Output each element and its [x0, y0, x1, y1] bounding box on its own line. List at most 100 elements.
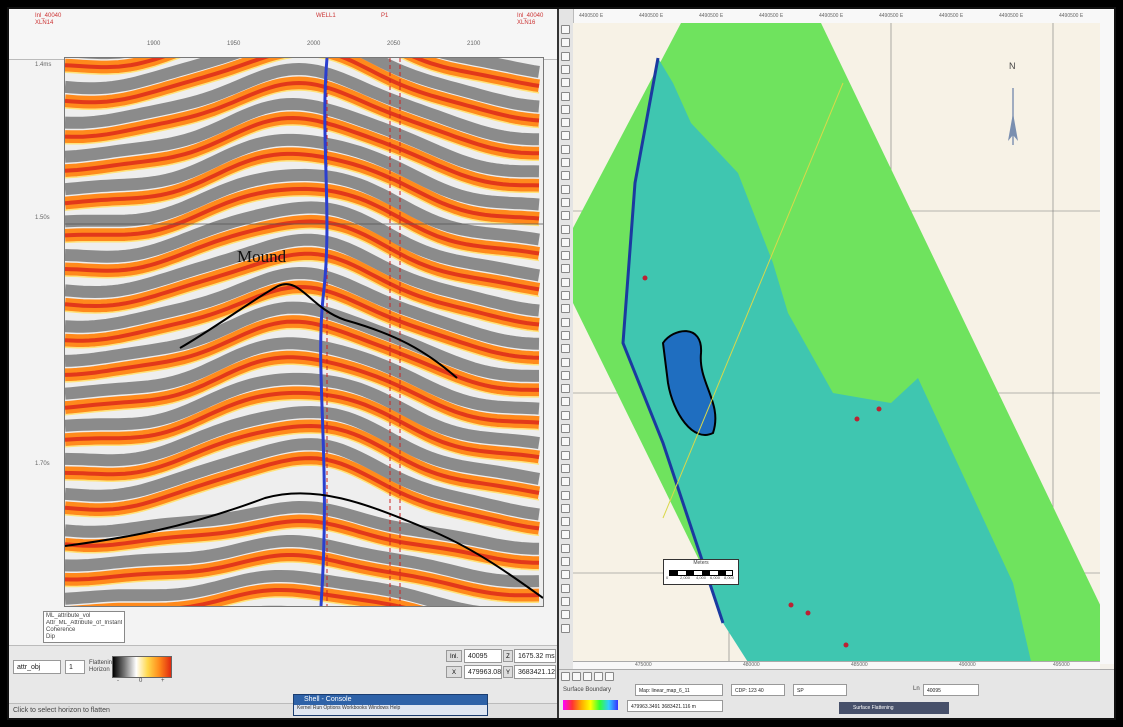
x-tick: 485000 [851, 662, 868, 668]
well-marker[interactable] [854, 416, 860, 422]
reflector-edge [65, 160, 540, 227]
attribute-name-field[interactable]: attr_obj [13, 660, 61, 674]
well-a-label[interactable]: WELL1 [316, 13, 336, 19]
color-icon[interactable] [561, 224, 570, 234]
y-tick: 1.70s [35, 461, 50, 467]
tag-icon[interactable] [561, 623, 570, 633]
line-icon[interactable] [561, 158, 570, 167]
select-icon[interactable] [561, 672, 570, 681]
map-canvas[interactable]: N Meters 0 2,000 4,000 6,000 8,000 [573, 23, 1100, 664]
map-x-tick: 4490500 E [639, 13, 664, 19]
scalebar-tick: 8,000 [724, 575, 735, 580]
undo-icon[interactable] [561, 357, 570, 367]
map-x-tick: 4490500 E [1059, 13, 1084, 19]
scalebar-tick: 6,000 [710, 575, 721, 580]
reflector-core [65, 355, 540, 425]
scalebar-tick: 4,000 [696, 575, 707, 580]
reflector-core [65, 219, 540, 292]
measure-icon[interactable] [561, 330, 570, 340]
reflector-core [65, 186, 540, 256]
console-popup[interactable]: Shell - Console Kernel Run Options Workb… [293, 694, 488, 716]
map-x-tick: 4490500 E [579, 13, 604, 19]
draw-icon[interactable] [561, 344, 570, 354]
surface-flattening-tab-label: Surface Flattening [853, 705, 894, 711]
reflector-edge [65, 259, 540, 333]
polygon-icon[interactable] [561, 144, 570, 154]
info-icon[interactable] [561, 410, 570, 420]
link-icon[interactable] [561, 610, 570, 620]
erase-icon[interactable] [561, 543, 570, 553]
surface-flattening-tab[interactable]: Surface Flattening [839, 702, 949, 714]
colorbar-label: Flattening Horizon [89, 660, 116, 673]
pane-divider[interactable] [557, 9, 559, 718]
curve-icon[interactable] [561, 583, 570, 593]
camera-icon[interactable] [561, 503, 570, 513]
contour-icon[interactable] [561, 211, 570, 221]
cross-icon[interactable] [561, 477, 570, 487]
print-icon[interactable] [605, 672, 614, 681]
compass-icon[interactable] [561, 424, 570, 433]
mound-outline[interactable] [661, 330, 717, 436]
lock-icon[interactable] [561, 277, 570, 287]
histogram-icon[interactable] [561, 490, 570, 500]
well-marker[interactable] [805, 610, 811, 616]
eye-icon[interactable] [561, 291, 570, 300]
ruler-icon[interactable] [561, 131, 570, 141]
map-icon[interactable] [561, 463, 570, 473]
search-icon[interactable] [561, 317, 570, 327]
well-marker[interactable] [788, 602, 794, 608]
x-coord-label: X [446, 666, 462, 678]
text-icon[interactable] [561, 171, 570, 181]
reflector-core [65, 251, 540, 327]
map-name-field[interactable]: Map: linear_map_6_11 [635, 684, 723, 696]
lower-horizon[interactable] [65, 492, 543, 599]
pan-icon[interactable] [572, 672, 581, 681]
well-marker[interactable] [642, 275, 648, 281]
reflector-trough [65, 500, 540, 555]
measure-icon[interactable] [594, 672, 603, 681]
zoom-icon[interactable] [583, 672, 592, 681]
fault-icon[interactable] [561, 197, 570, 207]
pan-icon[interactable] [561, 64, 570, 74]
reflector-core [65, 456, 540, 531]
select-icon[interactable] [561, 517, 570, 527]
start-xline-label: XLN14 [35, 20, 54, 26]
console-menu: Kernel Run Options Workbooks Windows Hel… [297, 705, 401, 711]
ln-value-field: 40095 [923, 684, 979, 696]
seismic-canvas[interactable] [64, 57, 544, 607]
zoom-in-icon[interactable] [561, 38, 570, 48]
brush-icon[interactable] [561, 530, 570, 540]
attribute-index-field[interactable]: 1 [65, 660, 85, 674]
section-trace-line[interactable] [662, 82, 844, 519]
snap-icon[interactable] [561, 557, 570, 566]
export-icon[interactable] [561, 237, 570, 247]
help-icon[interactable] [561, 264, 570, 274]
flag-icon[interactable] [561, 596, 570, 606]
colorbar[interactable] [112, 656, 172, 678]
pick-icon[interactable] [561, 118, 570, 128]
grid-icon[interactable] [561, 91, 570, 101]
well-icon[interactable] [561, 184, 570, 194]
mound-horizon[interactable] [179, 283, 458, 379]
filter-icon[interactable] [561, 304, 570, 314]
zoom-out-icon[interactable] [561, 51, 570, 61]
save-icon[interactable] [561, 384, 570, 394]
color-palette[interactable] [563, 700, 618, 710]
well-b-label[interactable]: P1 [381, 13, 389, 19]
print-icon[interactable] [561, 397, 570, 407]
pointer-icon[interactable] [561, 25, 570, 34]
reflector-core [65, 115, 540, 188]
legend-icon[interactable] [561, 437, 570, 447]
x-tick: 1900 [147, 41, 161, 47]
settings-icon[interactable] [561, 251, 570, 261]
reflector-core [65, 518, 540, 565]
mound-annotation: Mound [237, 247, 287, 266]
refresh-icon[interactable] [561, 78, 570, 88]
node-icon[interactable] [561, 570, 570, 580]
scale-icon[interactable] [561, 450, 570, 460]
redo-icon[interactable] [561, 370, 570, 380]
inline-value: 40095 [464, 649, 502, 663]
well-marker[interactable] [843, 642, 849, 648]
layer-icon[interactable] [561, 104, 570, 114]
well-marker[interactable] [876, 406, 882, 412]
